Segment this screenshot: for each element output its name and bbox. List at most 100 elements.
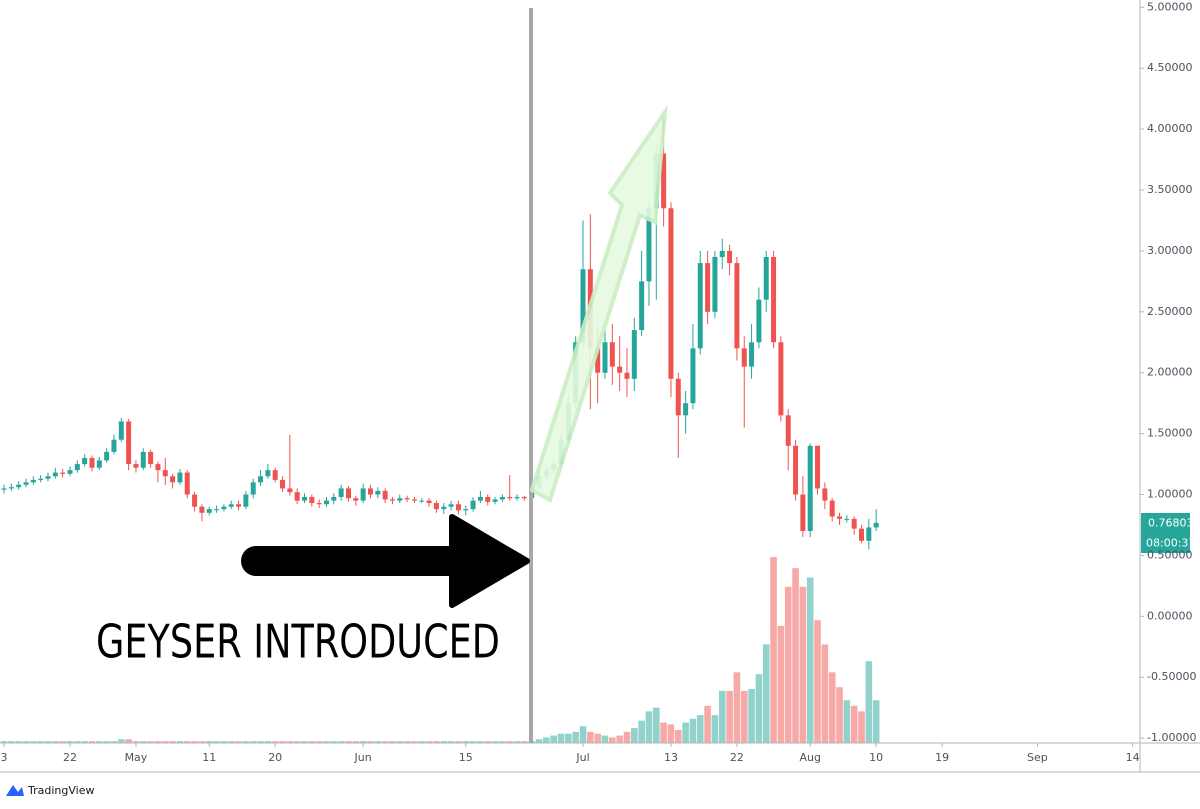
candle-body <box>38 478 44 480</box>
x-tick-label: May <box>125 751 148 764</box>
candle-body <box>214 509 220 511</box>
candle-body <box>52 472 58 477</box>
x-tick-label: 15 <box>459 751 473 764</box>
candle-body <box>815 445 821 489</box>
y-tick-label: 2.50000 <box>1147 305 1193 318</box>
y-tick-label: 4.50000 <box>1147 61 1193 74</box>
candle-body <box>265 470 271 477</box>
candle-body <box>111 439 117 452</box>
candle-body <box>793 445 799 495</box>
x-tick-label: 14 <box>1126 751 1140 764</box>
volume-bar <box>872 700 880 743</box>
candle-body <box>829 500 835 517</box>
volume-bar <box>455 741 462 743</box>
volume-bar <box>748 689 755 743</box>
candle-body <box>243 494 249 507</box>
volume-bar <box>447 741 455 743</box>
x-tick-label: 11 <box>202 751 216 764</box>
candle-body <box>23 482 29 485</box>
candle-body <box>353 498 359 501</box>
candle-body <box>397 498 403 501</box>
volume-bar <box>572 731 579 743</box>
candle-body <box>859 528 865 541</box>
volume-bar <box>330 741 338 743</box>
candle-body <box>96 460 102 468</box>
volume-bar <box>696 715 704 743</box>
candle-body <box>521 496 527 499</box>
candle-body <box>360 488 366 501</box>
volume-bar <box>249 741 257 743</box>
candle-body <box>448 504 454 507</box>
volume-bar <box>381 741 389 743</box>
volume-bar <box>88 741 96 743</box>
volume-bar <box>777 625 785 743</box>
x-tick-label: Jul <box>575 751 589 764</box>
volume-bar <box>257 741 264 743</box>
y-tick-label: 5.00000 <box>1147 0 1193 13</box>
candle-body <box>45 476 51 479</box>
volume-bar <box>682 722 689 743</box>
x-tick-label: 10 <box>869 751 883 764</box>
candle-body <box>316 503 322 505</box>
volume-bar <box>403 741 411 743</box>
volume-bar <box>411 741 418 743</box>
last-price-box <box>1141 513 1190 533</box>
candle-body <box>749 342 755 367</box>
volume-bar <box>557 733 565 743</box>
volume-bar <box>367 741 374 743</box>
volume-bar <box>462 741 470 743</box>
volume-bar <box>726 690 733 743</box>
volume-bar <box>308 741 316 743</box>
volume-bar <box>271 741 279 743</box>
candle-body <box>192 494 198 507</box>
candle-body <box>104 451 110 461</box>
candle-body <box>236 504 242 507</box>
candle-body <box>323 500 329 505</box>
candle-body <box>602 342 608 373</box>
candle-body <box>155 464 161 471</box>
candle-body <box>177 472 183 483</box>
candle-body <box>1 488 7 490</box>
volume-bar <box>521 741 528 743</box>
volume-bar <box>469 741 477 743</box>
volume-bar <box>792 568 799 743</box>
volume-bar <box>205 741 213 743</box>
countdown: 08:00:37 <box>1146 537 1195 550</box>
volume-bar <box>689 718 697 743</box>
y-tick-label: -0.50000 <box>1147 670 1196 683</box>
volume-bar <box>96 741 103 743</box>
candle-body <box>148 451 154 465</box>
volume-bar <box>15 741 22 743</box>
candle-body <box>771 257 777 343</box>
brand[interactable]: TradingView <box>27 784 94 797</box>
candle-body <box>411 499 417 501</box>
candle-body <box>837 516 843 519</box>
volume-bar <box>770 557 777 743</box>
candle-body <box>668 208 674 379</box>
candle-body <box>778 342 784 416</box>
candle-body <box>294 492 300 501</box>
volume-bar <box>484 741 492 743</box>
volume-bar <box>59 741 66 743</box>
candle-body <box>463 509 469 511</box>
candle-body <box>8 487 14 489</box>
annotation: GEYSER INTRODUCED <box>96 615 500 669</box>
candle-body <box>873 522 879 528</box>
volume-bar <box>631 728 638 743</box>
candle-body <box>675 378 681 416</box>
green-arrow <box>529 104 668 503</box>
candle-body <box>800 494 806 532</box>
candle-body <box>866 527 872 541</box>
volume-bar <box>389 741 396 743</box>
volume-bar <box>293 741 301 743</box>
volume-bar <box>550 735 557 743</box>
candle-body <box>287 488 293 493</box>
candle-body <box>345 488 351 499</box>
volume-bar <box>301 741 308 743</box>
volume-bar <box>103 741 110 743</box>
volume-bar <box>740 690 748 743</box>
candle-body <box>756 299 762 343</box>
volume-bar <box>418 741 426 743</box>
volume-bar <box>535 739 543 743</box>
volume-bar <box>513 741 521 743</box>
